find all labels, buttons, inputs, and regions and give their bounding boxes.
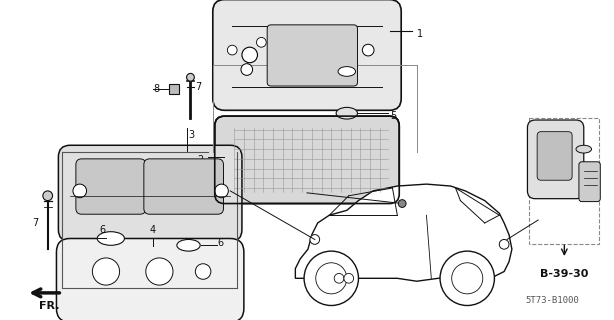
Circle shape	[242, 47, 257, 63]
Ellipse shape	[336, 108, 357, 119]
FancyBboxPatch shape	[579, 162, 600, 202]
Circle shape	[362, 44, 374, 56]
Circle shape	[227, 45, 237, 55]
Circle shape	[398, 200, 406, 207]
Circle shape	[43, 191, 53, 201]
PathPatch shape	[295, 184, 512, 281]
FancyBboxPatch shape	[76, 159, 146, 214]
Circle shape	[310, 235, 320, 244]
Circle shape	[215, 184, 228, 198]
Circle shape	[440, 251, 494, 306]
Text: 3: 3	[188, 130, 195, 140]
FancyBboxPatch shape	[267, 25, 357, 86]
Text: 2: 2	[197, 155, 203, 165]
Circle shape	[257, 37, 266, 47]
Circle shape	[92, 258, 120, 285]
Text: FR.: FR.	[39, 301, 60, 311]
Text: 4: 4	[150, 225, 156, 235]
Text: 1: 1	[417, 29, 423, 39]
Circle shape	[316, 263, 347, 294]
Text: 7: 7	[32, 218, 38, 228]
Text: 7: 7	[195, 82, 201, 92]
FancyBboxPatch shape	[56, 238, 244, 320]
Circle shape	[344, 274, 354, 283]
Ellipse shape	[576, 145, 591, 153]
Ellipse shape	[97, 232, 125, 245]
Text: 6: 6	[100, 225, 106, 235]
Circle shape	[187, 73, 195, 81]
Ellipse shape	[338, 67, 356, 76]
Bar	[169, 84, 179, 94]
Text: 8: 8	[154, 84, 160, 94]
Text: 5: 5	[391, 111, 397, 121]
Circle shape	[304, 251, 359, 306]
FancyBboxPatch shape	[527, 120, 584, 199]
Text: 6: 6	[217, 238, 223, 248]
FancyBboxPatch shape	[215, 116, 399, 204]
FancyBboxPatch shape	[537, 132, 572, 180]
Ellipse shape	[177, 239, 200, 251]
Circle shape	[146, 258, 173, 285]
Circle shape	[73, 184, 87, 198]
FancyBboxPatch shape	[213, 0, 401, 110]
Circle shape	[195, 264, 211, 279]
Circle shape	[452, 263, 483, 294]
Text: B-39-30: B-39-30	[540, 268, 589, 279]
Circle shape	[499, 239, 509, 249]
FancyBboxPatch shape	[144, 159, 223, 214]
Bar	[529, 118, 599, 244]
Text: 5T73-B1000: 5T73-B1000	[526, 296, 580, 305]
Circle shape	[334, 274, 344, 283]
FancyBboxPatch shape	[58, 145, 242, 241]
Circle shape	[241, 64, 252, 75]
